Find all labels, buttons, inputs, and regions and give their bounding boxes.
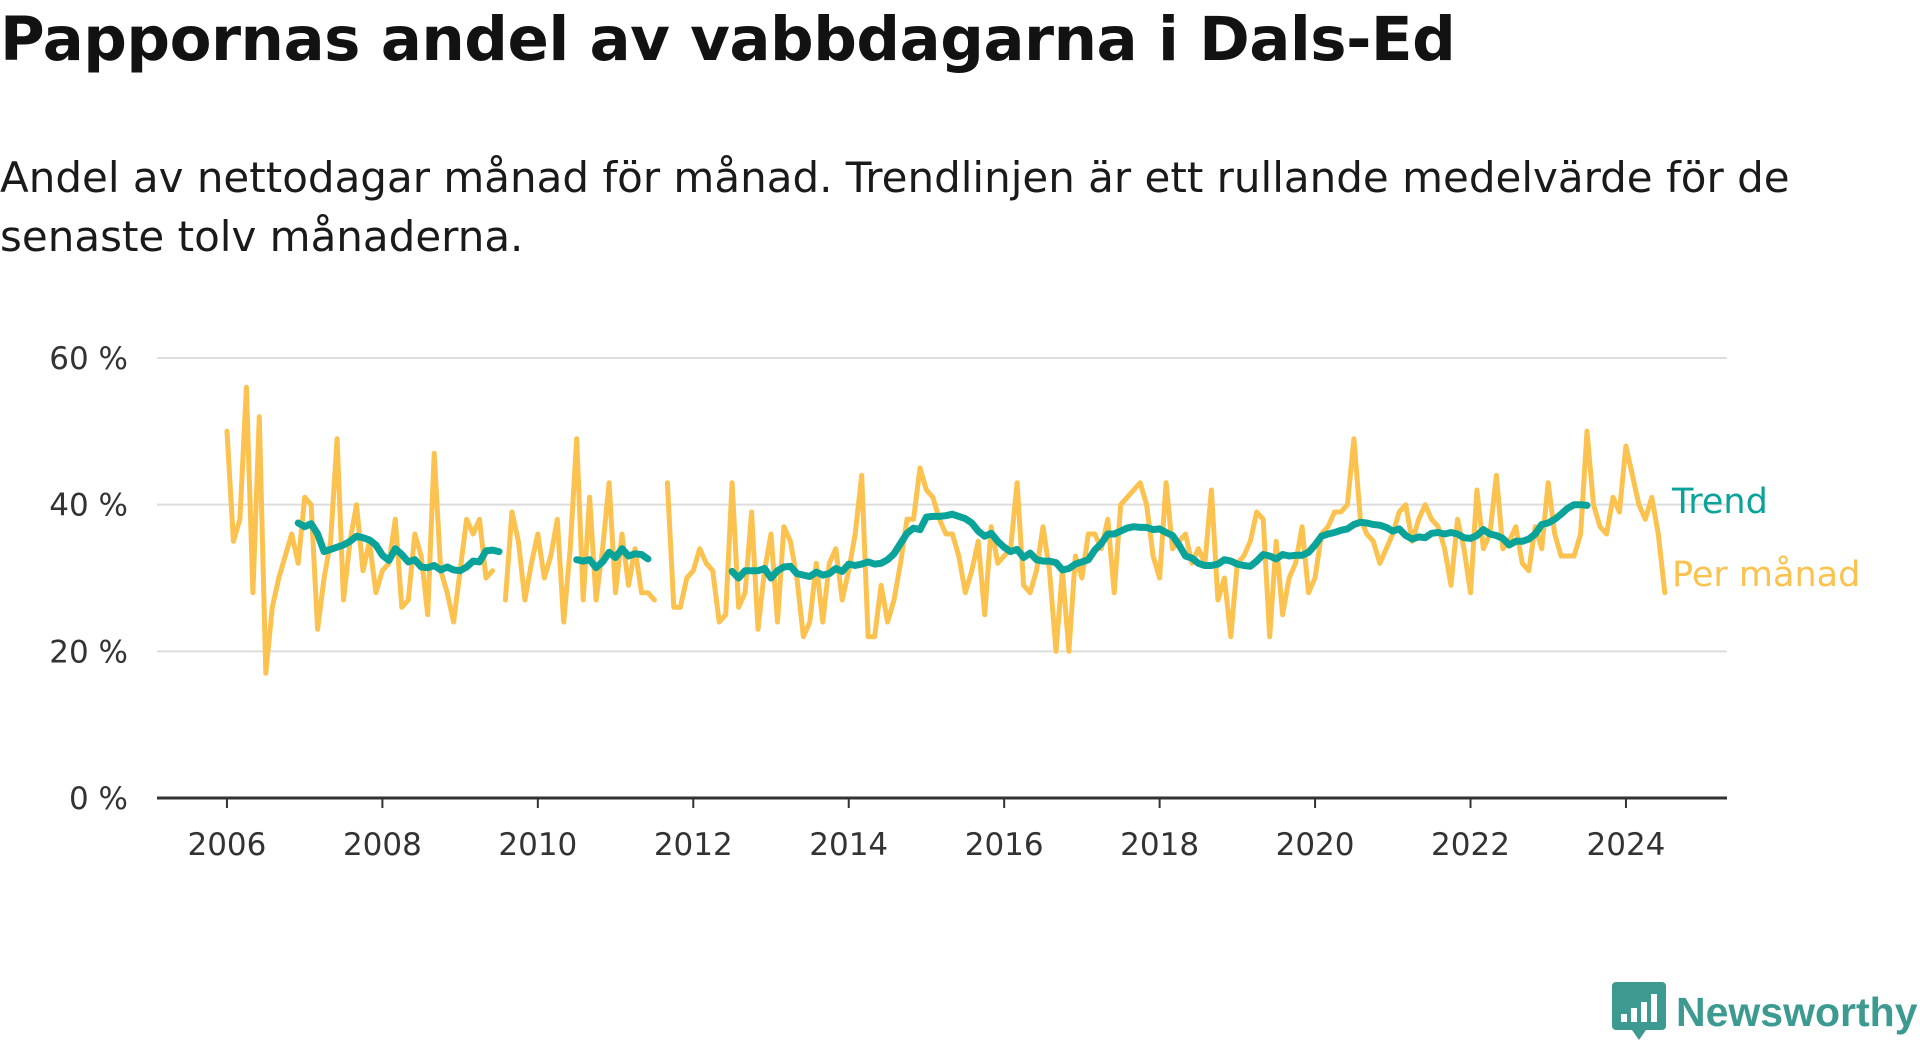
x-tick-label: 2016 [965, 827, 1044, 863]
y-axis-ticks: 0 % 20 % 40 % 60 % [49, 341, 128, 817]
chart-subtitle: Andel av nettodagar månad för månad. Tre… [0, 153, 1790, 261]
series-lines [224, 384, 1668, 676]
y-tick-label: 60 % [49, 341, 128, 377]
chart-title: Pappornas andel av vabbdagarna i Dals-Ed [0, 4, 1456, 75]
gridlines [157, 357, 1727, 800]
x-tick-label: 2014 [809, 827, 888, 863]
series-label-per-manad: Per månad [1672, 554, 1860, 595]
brand-logo: Newsworthy [1612, 982, 1918, 1042]
y-tick-label: 40 % [49, 488, 128, 524]
series-label-trend: Trend [1671, 482, 1768, 522]
x-tick-label: 2022 [1431, 827, 1510, 863]
series-line-trend [294, 501, 1591, 582]
x-tick-label: 2012 [654, 827, 733, 863]
newsworthy-logo-icon [1612, 982, 1666, 1040]
line-chart: 0 % 20 % 40 % 60 % 2006 2008 2010 2012 2014 2016… [49, 341, 1860, 863]
x-axis-ticks: 2006 2008 2010 2012 2014 2016 2018 2020 2022 2024 [187, 798, 1665, 863]
x-tick-label: 2020 [1276, 827, 1355, 863]
brand-name: Newsworthy [1676, 988, 1918, 1035]
x-tick-label: 2010 [498, 827, 577, 863]
x-tick-label: 2006 [187, 827, 266, 863]
x-tick-label: 2024 [1587, 827, 1666, 863]
series-labels: Per månad Trend [1671, 482, 1860, 595]
x-tick-label: 2008 [343, 827, 422, 863]
y-tick-label: 0 % [69, 781, 128, 817]
x-tick-label: 2018 [1120, 827, 1199, 863]
y-tick-label: 20 % [49, 634, 128, 670]
